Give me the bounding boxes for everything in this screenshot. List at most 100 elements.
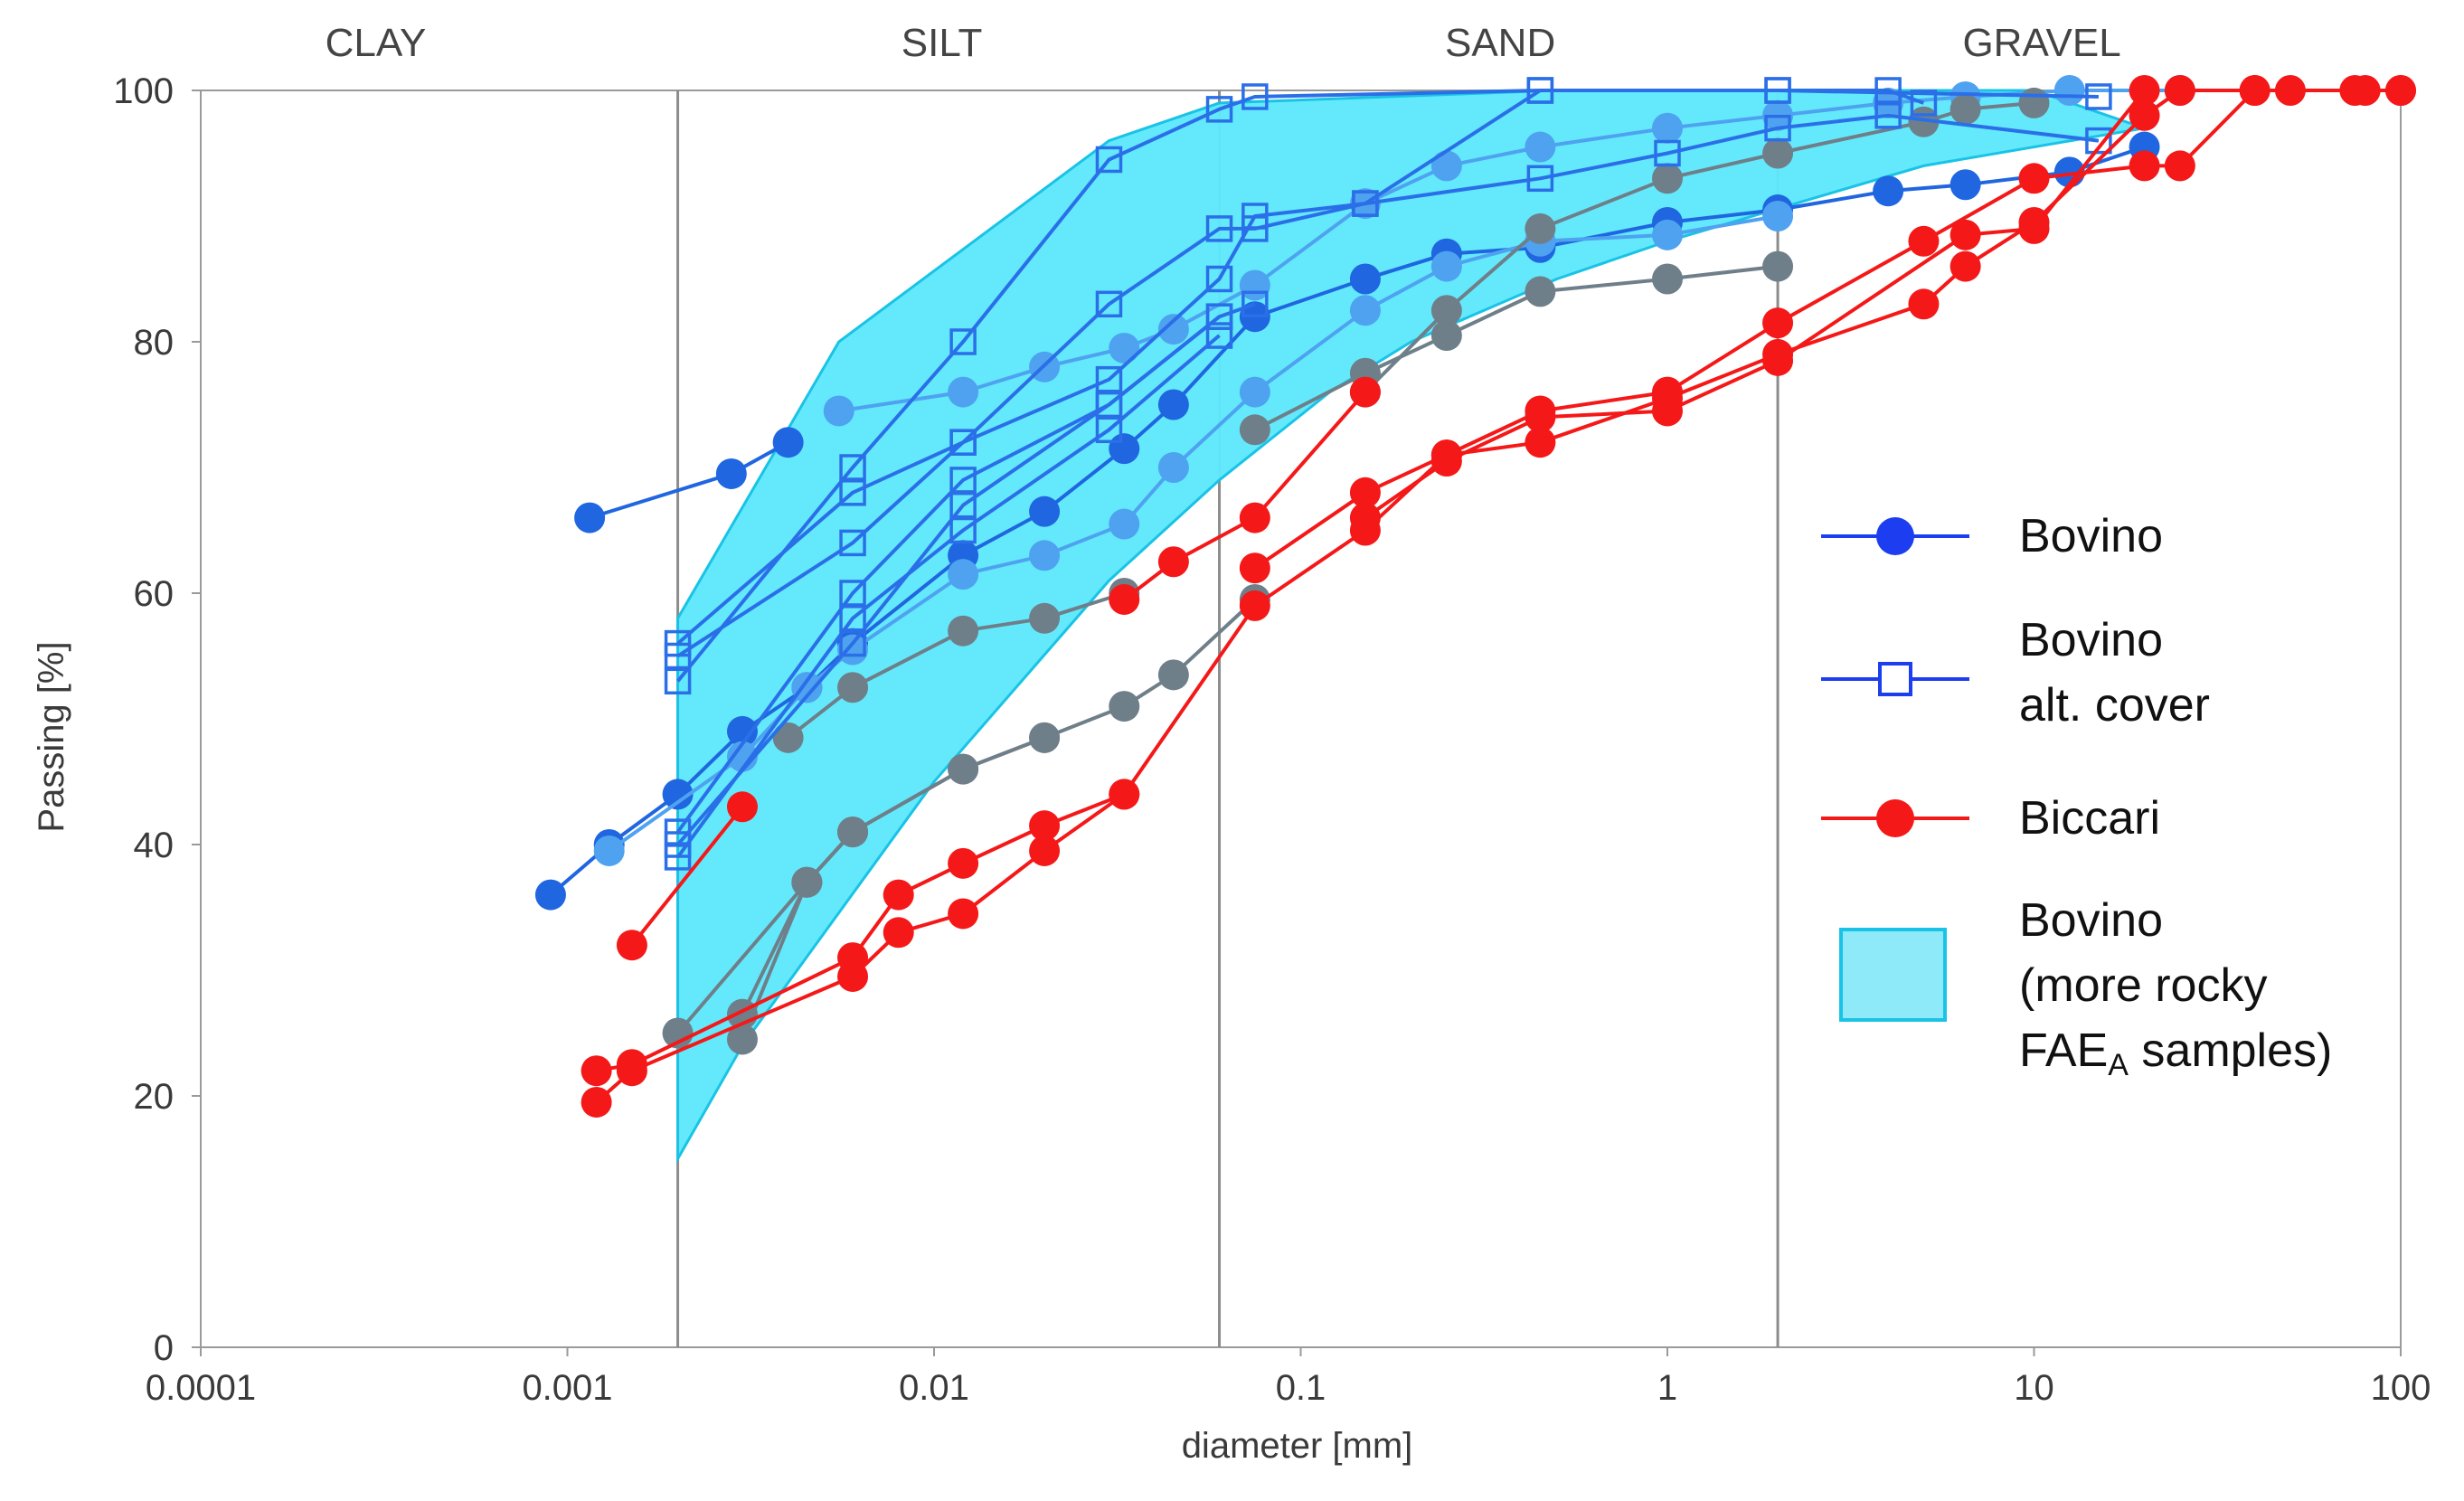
x-tick-label: 10 <box>2014 1368 2054 1408</box>
legend-entry-alt: Bovino alt. cover <box>1821 614 2210 732</box>
data-point-circle <box>2018 212 2050 244</box>
data-point-circle <box>662 779 694 810</box>
series-line <box>1253 264 1779 432</box>
data-point-square <box>949 516 977 544</box>
series-bovino-2 <box>593 201 1794 866</box>
series-alt-12 <box>664 102 2112 657</box>
data-point-circle <box>1762 345 1794 376</box>
data-point-square <box>1205 322 1233 349</box>
data-point-circle <box>1652 395 1683 427</box>
data-point-circle <box>1430 446 1462 477</box>
data-point-circle <box>1239 502 1270 533</box>
data-point-circle <box>1239 414 1270 446</box>
legend-marker-circle <box>1876 517 1914 555</box>
series-bovino-9 <box>1349 87 2050 408</box>
data-point-circle <box>1762 137 1794 169</box>
data-point-circle <box>2385 75 2416 106</box>
data-point-circle <box>791 672 823 703</box>
legend-label: Bovino <box>2019 510 2163 562</box>
data-point-square <box>1205 215 1233 242</box>
data-point-square <box>664 667 692 695</box>
series-bovino-0 <box>574 427 804 533</box>
x-tick-label: 0.01 <box>899 1368 969 1408</box>
data-point-circle <box>1762 201 1794 231</box>
data-point-square <box>1241 290 1269 318</box>
data-point-circle <box>1525 276 1556 307</box>
data-point-square <box>1095 391 1123 419</box>
zone-label-clay: CLAY <box>326 21 427 65</box>
x-axis-title: diameter [mm] <box>1182 1426 1413 1466</box>
data-point-circle <box>1109 508 1140 540</box>
data-point-square <box>1874 102 1902 129</box>
data-point-square <box>1654 139 1681 167</box>
data-point-circle <box>616 1049 647 1081</box>
data-point-circle <box>2164 75 2195 106</box>
data-point-circle <box>574 502 606 533</box>
data-point-circle <box>534 879 566 911</box>
data-point-circle <box>2129 99 2160 131</box>
series-alt-11 <box>664 77 2112 695</box>
data-point-square <box>1095 146 1123 174</box>
data-point-circle <box>1029 835 1061 866</box>
data-point-square <box>839 529 866 557</box>
data-point-square <box>2085 83 2112 110</box>
data-point-square <box>1241 215 1269 242</box>
series-line <box>630 806 744 947</box>
data-point-circle <box>1652 163 1683 194</box>
data-point-circle <box>1430 295 1462 326</box>
data-point-circle <box>837 817 869 848</box>
data-point-circle <box>823 395 854 427</box>
data-point-circle <box>1949 169 1981 201</box>
data-point-circle <box>1157 452 1189 483</box>
data-point-circle <box>1652 112 1683 144</box>
data-point-square <box>1764 114 1791 142</box>
data-point-circle <box>1157 314 1189 345</box>
data-point-circle <box>1109 433 1140 465</box>
data-point-circle <box>1029 540 1061 571</box>
data-point-circle <box>1652 219 1683 250</box>
data-point-circle <box>1109 583 1140 615</box>
data-point-square <box>949 429 977 456</box>
data-point-circle <box>593 835 625 866</box>
data-point-circle <box>2018 163 2050 194</box>
data-point-circle <box>1525 131 1556 163</box>
data-point-circle <box>1029 722 1061 753</box>
data-point-circle <box>1908 225 1940 257</box>
legend-entry-bovino: Bovino <box>1821 510 2163 562</box>
data-point-circle <box>581 1086 612 1118</box>
data-point-circle <box>948 376 979 408</box>
data-point-circle <box>791 866 823 898</box>
data-point-circle <box>2053 75 2085 106</box>
legend-entry-envelope: Bovino (more rocky FAEA samples) <box>1839 894 2332 1082</box>
data-point-circle <box>1109 779 1140 810</box>
data-point-circle <box>883 917 914 949</box>
data-point-square <box>1241 83 1269 110</box>
axes: 0.0001 0.001 0.01 0.1 1 10 100 0 20 40 60 80 100 diam… <box>32 71 2431 1466</box>
x-tick-label: 1 <box>1657 1368 1677 1408</box>
zone-label-silt: SILT <box>902 21 983 65</box>
data-point-circle <box>837 672 869 703</box>
series-line <box>676 113 2100 646</box>
data-point-circle <box>948 847 979 879</box>
data-point-circle <box>2239 75 2270 106</box>
series-alt-15 <box>664 303 1233 858</box>
series-line <box>675 302 1256 834</box>
data-point-circle <box>837 634 869 666</box>
data-point-square <box>1205 303 1233 330</box>
data-point-square <box>839 479 866 506</box>
data-point-circle <box>1239 552 1270 584</box>
data-point-circle <box>726 741 758 772</box>
data-point-circle <box>1525 212 1556 244</box>
data-point-circle <box>1652 263 1683 295</box>
data-point-circle <box>1349 263 1381 295</box>
legend-label: Bovino <box>2019 894 2163 947</box>
data-point-square <box>664 629 692 657</box>
data-point-circle <box>948 559 979 590</box>
data-point-square <box>949 491 977 519</box>
legend-label: Biccari <box>2019 792 2160 845</box>
y-tick-label: 80 <box>134 323 175 363</box>
data-point-circle <box>948 898 979 930</box>
data-point-circle <box>1349 477 1381 508</box>
data-point-circle <box>1949 219 1981 250</box>
